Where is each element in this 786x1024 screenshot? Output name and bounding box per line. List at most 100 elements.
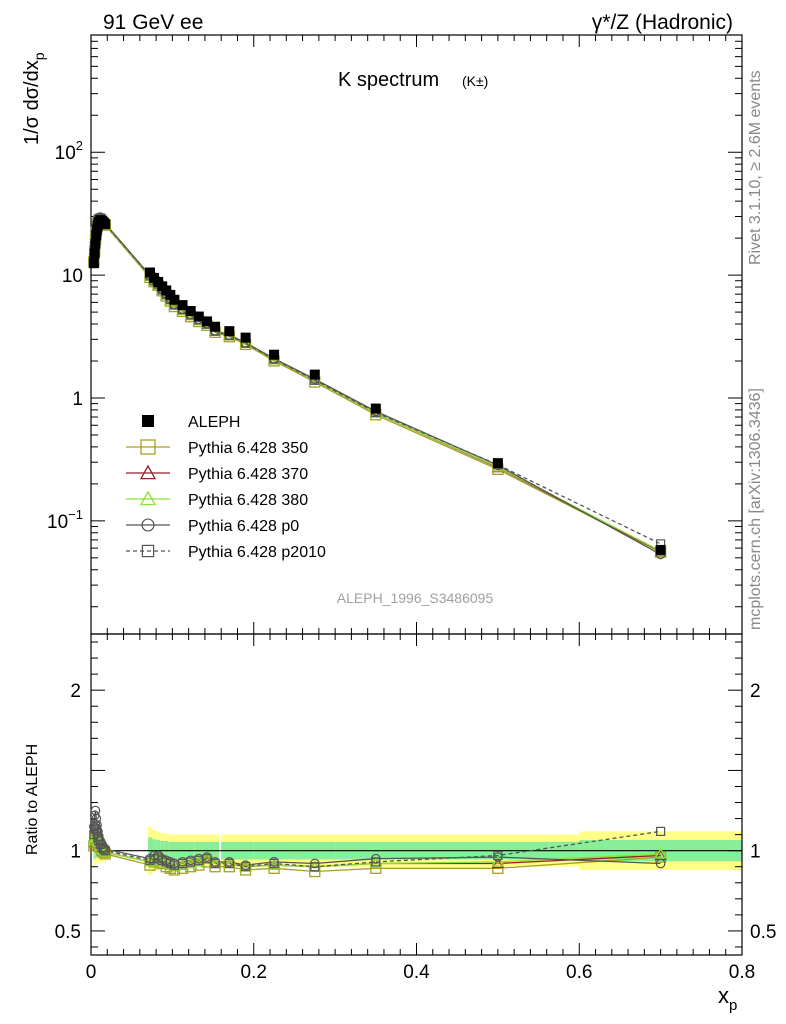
- ratio-marker-pythia-6-428-350: [492, 862, 504, 874]
- legend-label: Pythia 6.428 p2010: [188, 544, 326, 561]
- marker-aleph: [88, 258, 99, 269]
- marker-aleph: [240, 332, 251, 343]
- svg-text:1/σ dσ/dxp: 1/σ dσ/dxp: [21, 52, 47, 145]
- y-tick-label: 10−1: [47, 507, 83, 533]
- ratio-marker-pythia-6-428-p2010: [310, 862, 320, 872]
- chart-title: K spectrum: [338, 69, 439, 91]
- legend-label: Pythia 6.428 380: [188, 492, 308, 509]
- series-lines: [93, 216, 661, 873]
- marker-aleph: [185, 306, 196, 317]
- ratio-tick-label-right: 0.5: [750, 922, 776, 943]
- legend-marker: [139, 464, 157, 480]
- y-tick-label: 10: [62, 266, 83, 287]
- ratio-marker-pythia-6-428-p2010: [371, 857, 381, 867]
- ratio-marker-pythia-6-428-p0: [655, 858, 666, 869]
- ratio-marker-pythia-6-428-380: [176, 858, 189, 870]
- ratio-marker-pythia-6-428-p2010: [93, 833, 103, 843]
- ratio-marker-pythia-6-428-p2010: [100, 846, 110, 856]
- legend: ALEPH Pythia 6.428 350 Pythia 6.428 370 Pyt…: [126, 414, 326, 561]
- ratio-marker-pythia-6-428-p2010: [269, 858, 279, 869]
- y-axis-label-sub: p: [31, 52, 47, 60]
- header-right: γ*/Z (Hadronic): [592, 11, 733, 34]
- x-tick-label: 0.2: [241, 962, 267, 983]
- marker-aleph: [269, 349, 280, 360]
- svg-text:Rivet 3.1.10, ≥ 2.6M events: Rivet 3.1.10, ≥ 2.6M events: [747, 70, 764, 265]
- x-tick-label: 0: [86, 962, 97, 983]
- marker-aleph: [144, 267, 155, 278]
- legend-marker: [139, 490, 157, 506]
- ratio-tick-label-left: 1: [70, 842, 81, 863]
- ratio-marker-pythia-6-428-p2010: [95, 839, 105, 849]
- marker-aleph: [201, 316, 212, 327]
- legend-marker: [142, 415, 154, 427]
- series-line-pythia-6-428-370: [93, 217, 661, 553]
- ratio-marker-pythia-6-428-p2010: [493, 850, 503, 861]
- ratio-axis-label: Ratio to ALEPH: [24, 744, 41, 855]
- legend-marker: [140, 439, 156, 455]
- ratio-tick-label-left: 0.5: [55, 922, 81, 943]
- series-line-pythia-6-428-p2010: [93, 217, 661, 545]
- series-line-pythia-6-428-p0: [93, 216, 661, 555]
- marker-aleph: [89, 248, 100, 259]
- ratio-marker-pythia-6-428-p2010: [94, 836, 104, 846]
- ratio-marker-pythia-6-428-380: [267, 858, 281, 870]
- x-tick-label: 0.6: [566, 962, 592, 983]
- ratio-marker-pythia-6-428-380: [143, 855, 157, 867]
- ratio-tick-label-right: 2: [750, 681, 761, 702]
- marker-aleph: [370, 403, 381, 414]
- ratio-marker-pythia-6-428-p2010: [224, 858, 234, 869]
- legend-label: Pythia 6.428 350: [188, 440, 308, 457]
- marker-aleph: [169, 294, 180, 305]
- x-tick-label: 0.4: [403, 962, 430, 983]
- ratio-marker-pythia-6-428-p2010: [97, 842, 107, 853]
- svg-text:Ratio to ALEPH: Ratio to ALEPH: [24, 744, 41, 855]
- series-line-pythia-6-428-380: [93, 217, 661, 552]
- marker-aleph: [91, 230, 102, 241]
- ratio-frame: [90, 633, 743, 956]
- svg-text:mcplots.cern.ch [arXiv:1306.34: mcplots.cern.ch [arXiv:1306.3436]: [747, 388, 764, 630]
- marker-aleph: [655, 544, 666, 555]
- legend-label: ALEPH: [188, 414, 240, 431]
- marker-aleph: [210, 321, 221, 332]
- y-axis-label: 1/σ dσ/dxp: [21, 52, 47, 145]
- legend-marker: [141, 518, 155, 532]
- marker-aleph: [309, 369, 320, 380]
- ratio-tick-label-left: 2: [70, 681, 81, 702]
- ratio-tick-label-right: 1: [750, 842, 761, 863]
- rivet-label: Rivet 3.1.10, ≥ 2.6M events: [747, 70, 764, 265]
- marker-aleph: [177, 300, 188, 311]
- ratio-marker-pythia-6-428-p2010: [90, 823, 100, 833]
- marker-aleph: [224, 326, 235, 337]
- y-axis-label-main: 1/σ dσ/dx: [21, 60, 43, 145]
- axis-ticks: [90, 34, 743, 955]
- marker-aleph: [90, 238, 101, 249]
- ratio-marker-pythia-6-428-p2010: [241, 862, 251, 872]
- marker-aleph: [100, 219, 111, 230]
- legend-label: Pythia 6.428 p0: [188, 518, 299, 535]
- ratio-marker-pythia-6-428-370: [491, 857, 504, 869]
- marker-aleph: [193, 311, 204, 322]
- ratio-marker-pythia-6-428-380: [192, 855, 205, 867]
- y-tick-label: 102: [55, 138, 83, 164]
- ratio-marker-pythia-6-428-380: [491, 855, 504, 867]
- chart-title-sub: (K±): [462, 73, 488, 89]
- ratio-marker-pythia-6-428-p2010: [99, 844, 109, 854]
- data-markers: [87, 212, 667, 878]
- ratio-marker-pythia-6-428-380: [654, 847, 667, 859]
- ratio-marker-pythia-6-428-350: [309, 865, 321, 878]
- header-left: 91 GeV ee: [103, 11, 203, 34]
- watermark: ALEPH_1996_S3486095: [337, 590, 494, 606]
- ratio-marker-pythia-6-428-p2010: [656, 826, 666, 837]
- legend-marker: [141, 544, 155, 558]
- mcplots-label: mcplots.cern.ch [arXiv:1306.3436]: [747, 388, 764, 630]
- x-axis-label: xp: [718, 983, 737, 1014]
- y-tick-label: 1: [72, 389, 83, 410]
- axis-tick-labels: 0 0.2 0.4 0.6 0.8 102 10 1 10−1 2 2 1 1 0.5 0.5: [47, 138, 776, 983]
- ratio-marker-pythia-6-428-p0: [91, 813, 102, 824]
- ratio-marker-pythia-6-428-380: [369, 857, 382, 869]
- x-tick-label: 0.8: [729, 962, 755, 983]
- ratio-marker-pythia-6-428-p2010: [202, 854, 212, 864]
- ratio-marker-pythia-6-428-p2010: [210, 858, 220, 869]
- legend-label: Pythia 6.428 370: [188, 466, 308, 483]
